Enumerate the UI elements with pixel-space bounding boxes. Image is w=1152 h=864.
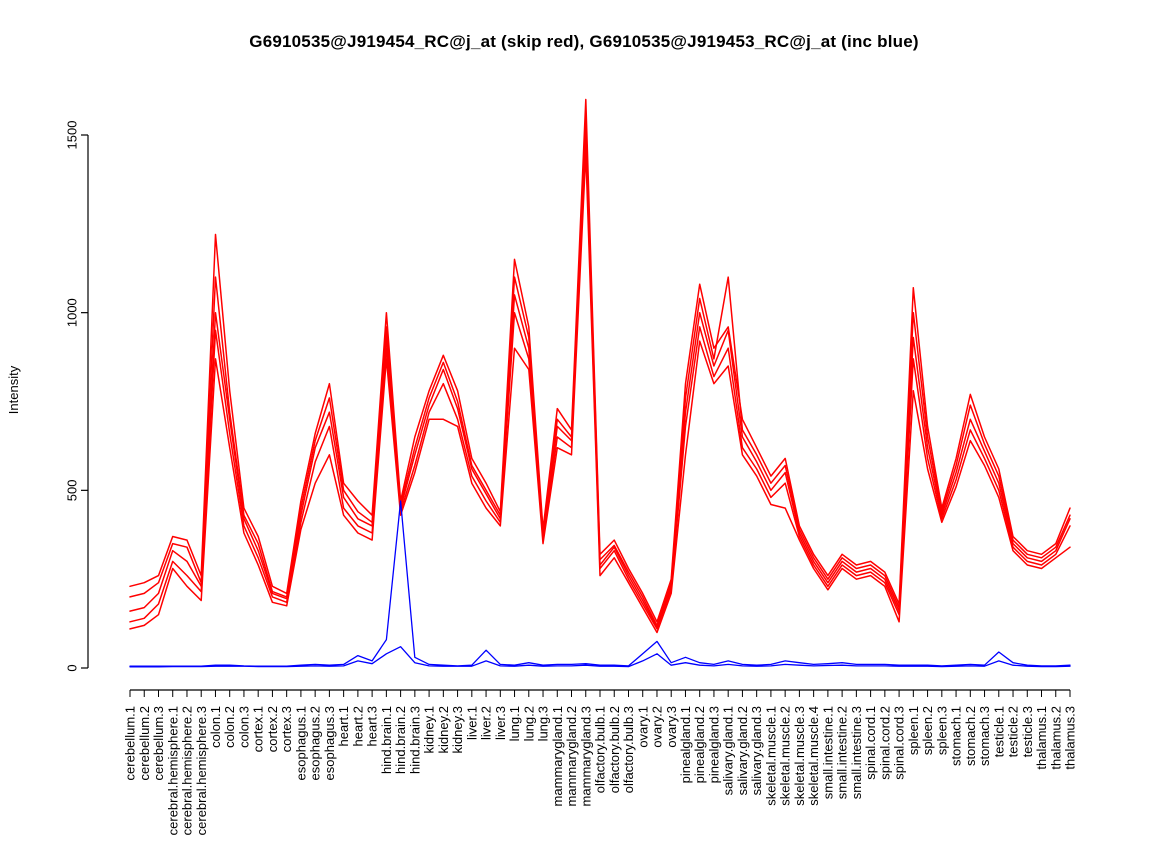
x-axis-tick-label: stomach.1: [949, 706, 964, 766]
x-axis-tick-label: spleen.1: [906, 706, 921, 755]
series-line-red-5: [129, 152, 1071, 634]
x-axis-tick-label: cerebellum.2: [137, 706, 152, 780]
x-axis-tick-label: testicle.2: [1006, 706, 1021, 757]
x-axis-tick-label: skeletal.muscle.4: [806, 706, 821, 806]
x-axis-tick-label: esophagus.3: [322, 706, 337, 780]
x-axis-tick-label: hind.brain.3: [407, 706, 422, 774]
x-axis-tick-label: ovary.3: [664, 706, 679, 748]
x-axis-tick-label: spleen.2: [920, 706, 935, 755]
series-line-blue-2: [129, 646, 1071, 668]
x-axis-tick-label: colon.1: [208, 706, 223, 748]
x-axis-tick-label: liver.2: [479, 706, 494, 740]
x-axis-tick-label: lung.3: [536, 706, 551, 741]
x-axis-tick-label: cerebellum.3: [151, 706, 166, 780]
x-axis-tick-label: heart.3: [365, 706, 380, 746]
x-axis-tick-label: olfactory.bulb.2: [607, 706, 622, 793]
x-axis-tick-label: small.intestine.3: [849, 706, 864, 799]
y-axis-tick-label: 500: [65, 479, 80, 501]
x-axis-tick-label: heart.2: [350, 706, 365, 746]
x-axis-tick-label: cerebral.hemisphere.3: [194, 706, 209, 835]
x-axis-tick-label: pinealgland.3: [706, 706, 721, 783]
x-axis-tick-label: ovary.2: [650, 706, 665, 748]
x-axis-tick-label: hind.brain.1: [379, 706, 394, 774]
x-axis-tick-label: cerebral.hemisphere.1: [165, 706, 180, 835]
x-axis-tick-label: mammarygland.2: [564, 706, 579, 806]
x-axis-tick-label: esophagus.2: [308, 706, 323, 780]
x-axis-tick-label: mammarygland.1: [550, 706, 565, 806]
x-axis-tick-label: spinal.cord.1: [863, 706, 878, 780]
x-axis-tick-label: small.intestine.2: [835, 706, 850, 799]
x-axis-tick-label: heart.1: [336, 706, 351, 746]
x-axis-tick-label: ovary.1: [635, 706, 650, 748]
x-axis-tick-label: liver.3: [493, 706, 508, 740]
x-axis-tick-label: olfactory.bulb.1: [593, 706, 608, 793]
x-axis-tick-label: testicle.3: [1020, 706, 1035, 757]
y-axis-tick-label: 0: [65, 664, 80, 671]
x-axis-tick-label: cortex.2: [265, 706, 280, 752]
x-axis-tick-label: spleen.3: [934, 706, 949, 755]
x-axis-tick-label: salivary.gland.3: [749, 706, 764, 795]
x-axis-tick-label: lung.1: [507, 706, 522, 741]
x-axis-tick-label: thalamus.1: [1034, 706, 1049, 770]
x-axis-tick-label: skeletal.muscle.2: [778, 706, 793, 806]
x-axis-tick-label: skeletal.muscle.1: [763, 706, 778, 806]
x-axis-tick-label: salivary.gland.2: [735, 706, 750, 795]
x-axis-tick-label: pinealgland.1: [678, 706, 693, 783]
x-axis-tick-label: pinealgland.2: [692, 706, 707, 783]
x-axis-tick-label: liver.1: [464, 706, 479, 740]
x-axis-tick-label: mammarygland.3: [578, 706, 593, 806]
x-axis-tick-label: spinal.cord.2: [877, 706, 892, 780]
x-axis-tick-label: spinal.cord.3: [892, 706, 907, 780]
x-axis-tick-label: colon.3: [236, 706, 251, 748]
x-axis-tick-label: cortex.3: [279, 706, 294, 752]
x-axis-tick-label: olfactory.bulb.3: [621, 706, 636, 793]
x-axis-tick-label: esophagus.1: [293, 706, 308, 780]
x-axis-tick-label: kidney.3: [450, 706, 465, 753]
x-axis-tick-label: hind.brain.2: [393, 706, 408, 774]
x-axis-tick-label: cortex.1: [251, 706, 266, 752]
x-axis-tick-label: testicle.1: [991, 706, 1006, 757]
chart-title: G6910535@J919454_RC@j_at (skip red), G69…: [249, 32, 919, 51]
x-axis-tick-label: thalamus.2: [1048, 706, 1063, 770]
x-axis-tick-label: thalamus.3: [1063, 706, 1078, 770]
x-axis-tick-label: lung.2: [521, 706, 536, 741]
x-axis-tick-label: kidney.1: [422, 706, 437, 753]
x-axis-tick-label: skeletal.muscle.3: [792, 706, 807, 806]
x-axis-tick-label: colon.2: [222, 706, 237, 748]
x-axis-tick-label: cerebellum.1: [123, 706, 138, 780]
x-axis-tick-label: stomach.2: [963, 706, 978, 766]
x-axis-tick-label: stomach.3: [977, 706, 992, 766]
x-axis-tick-label: small.intestine.1: [820, 706, 835, 799]
y-axis-tick-label: 1500: [65, 121, 80, 150]
x-axis-tick-label: salivary.gland.1: [721, 706, 736, 795]
x-axis-tick-label: cerebral.hemisphere.2: [180, 706, 195, 835]
x-axis-tick-label: kidney.2: [436, 706, 451, 753]
y-axis-tick-label: 1000: [65, 298, 80, 327]
